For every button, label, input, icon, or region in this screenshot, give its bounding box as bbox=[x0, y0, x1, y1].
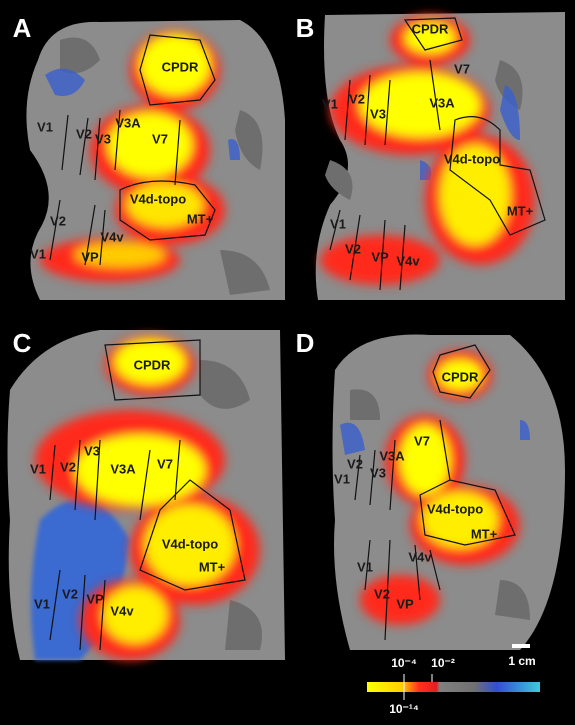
region-label: V2 bbox=[374, 586, 390, 601]
panel-c bbox=[7, 330, 285, 660]
region-label: CPDR bbox=[134, 357, 171, 372]
region-label: V3 bbox=[84, 443, 100, 458]
colorbar-label: 10⁻⁴ bbox=[391, 656, 417, 670]
region-label: V2 bbox=[60, 459, 76, 474]
region-label: V2 bbox=[50, 213, 66, 228]
region-label: V4v bbox=[110, 603, 134, 618]
panel-a bbox=[26, 20, 286, 300]
region-label: V7 bbox=[157, 456, 173, 471]
region-label: VP bbox=[371, 249, 389, 264]
panel-letter: C bbox=[13, 328, 32, 358]
region-label: V4d-topo bbox=[427, 501, 483, 516]
region-label: V3A bbox=[115, 115, 141, 130]
region-label: V3A bbox=[379, 448, 405, 463]
colorbar-label: 10⁻¹⁴ bbox=[389, 702, 419, 716]
region-label: V1 bbox=[34, 596, 50, 611]
region-label: V7 bbox=[454, 61, 470, 76]
region-label: V4v bbox=[100, 229, 124, 244]
region-label: V4d-topo bbox=[444, 151, 500, 166]
region-label: V7 bbox=[152, 131, 168, 146]
region-label: V1 bbox=[37, 119, 53, 134]
region-label: V3A bbox=[110, 461, 136, 476]
region-label: V1 bbox=[357, 559, 373, 574]
region-label: VP bbox=[396, 596, 414, 611]
region-label: MT+ bbox=[199, 559, 226, 574]
colorbar-label: 10⁻² bbox=[431, 656, 455, 670]
region-label: V1 bbox=[334, 471, 350, 486]
panel-b bbox=[315, 12, 565, 300]
panel-d bbox=[332, 334, 565, 650]
region-label: VP bbox=[81, 249, 99, 264]
region-label: V4v bbox=[408, 549, 432, 564]
region-label: V2 bbox=[349, 91, 365, 106]
region-label: V4d-topo bbox=[130, 191, 186, 206]
region-label: V2 bbox=[62, 586, 78, 601]
colorbar bbox=[367, 682, 540, 692]
region-label: V3 bbox=[95, 131, 111, 146]
region-label: MT+ bbox=[187, 211, 214, 226]
region-label: V3 bbox=[370, 465, 386, 480]
region-label: V4d-topo bbox=[162, 536, 218, 551]
region-label: V2 bbox=[76, 126, 92, 141]
region-label: CPDR bbox=[442, 369, 479, 384]
region-label: V1 bbox=[30, 461, 46, 476]
panel-letter: A bbox=[13, 13, 32, 43]
region-label: CPDR bbox=[162, 59, 199, 74]
region-label: CPDR bbox=[412, 21, 449, 36]
region-label: V1 bbox=[322, 96, 338, 111]
panel-letter: D bbox=[296, 328, 315, 358]
scale-bar-label: 1 cm bbox=[508, 654, 535, 668]
region-label: V2 bbox=[347, 456, 363, 471]
region-label: V2 bbox=[345, 241, 361, 256]
region-label: MT+ bbox=[507, 203, 534, 218]
panel-letter: B bbox=[296, 13, 315, 43]
region-label: V1 bbox=[30, 246, 46, 261]
region-label: V4v bbox=[396, 253, 420, 268]
region-label: VP bbox=[86, 591, 104, 606]
region-label: V3 bbox=[370, 106, 386, 121]
region-label: V7 bbox=[414, 433, 430, 448]
region-label: V3A bbox=[429, 95, 455, 110]
region-label: MT+ bbox=[471, 526, 498, 541]
region-label: V1 bbox=[330, 216, 346, 231]
